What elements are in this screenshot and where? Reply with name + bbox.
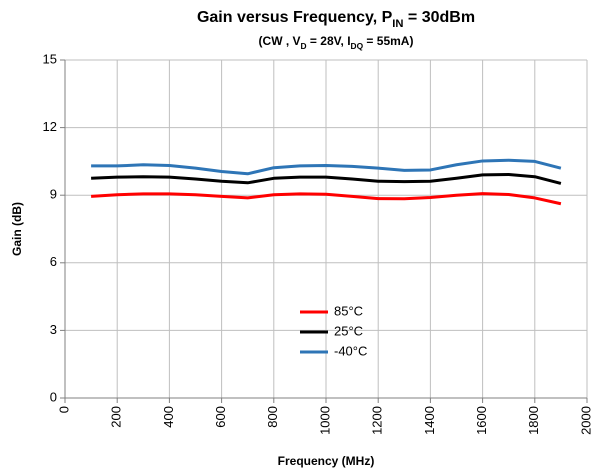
line-series — [91, 172, 562, 185]
chart-title: Gain versus Frequency, PIN = 30dBm — [197, 9, 475, 30]
x-tick-label: 200 — [109, 406, 124, 428]
legend-label: -40°C — [334, 343, 367, 358]
title-run: IN — [392, 18, 403, 30]
x-tick-label: 0 — [56, 406, 71, 413]
y-tick-label: 9 — [50, 187, 57, 202]
line-series — [91, 158, 562, 176]
y-tick-label: 6 — [50, 254, 57, 269]
x-tick-label: 1000 — [317, 406, 332, 435]
y-tick-label: 15 — [43, 51, 57, 66]
x-tick-label: 400 — [161, 406, 176, 428]
subtitle-run: (CW , V — [259, 34, 301, 48]
title-run: Gain versus Frequency, P — [197, 9, 393, 26]
subtitle-run: D — [301, 41, 307, 51]
subtitle-run: = 28V, I — [307, 34, 351, 48]
x-tick-label: 1400 — [422, 406, 437, 435]
x-axis-label: Frequency (MHz) — [278, 454, 375, 468]
subtitle-run: = 55mA) — [363, 34, 413, 48]
x-tick-label: 600 — [213, 406, 228, 428]
x-tick-label: 1600 — [474, 406, 489, 435]
title-run: = 30dBm — [403, 9, 475, 26]
y-axis-label: Gain (dB) — [10, 202, 24, 256]
y-tick-label: 3 — [50, 322, 57, 337]
x-tick-label: 1200 — [370, 406, 385, 435]
line-series — [91, 192, 562, 206]
subtitle-run: DQ — [351, 41, 364, 51]
x-tick-label: 1800 — [526, 406, 541, 435]
chart-subtitle: (CW , VD = 28V, IDQ = 55mA) — [259, 34, 414, 51]
legend-label: 25°C — [334, 323, 363, 338]
legend-label: 85°C — [334, 303, 363, 318]
x-tick-label: 800 — [265, 406, 280, 428]
y-tick-label: 0 — [50, 389, 57, 404]
y-tick-label: 12 — [43, 119, 57, 134]
x-tick-label: 2000 — [578, 406, 593, 435]
